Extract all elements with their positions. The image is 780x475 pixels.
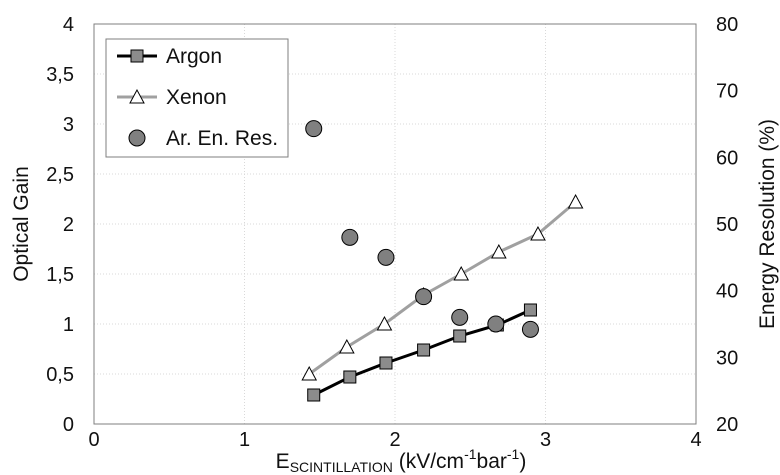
y-axis-right-title: Energy Resolution (%) — [756, 119, 779, 329]
data-point — [530, 225, 546, 241]
legend-item: Ar. En. Res. — [128, 127, 278, 150]
y-left-tick-label: 2 — [63, 214, 74, 236]
data-point — [307, 388, 321, 402]
y-left-tick-label: 0 — [63, 414, 74, 436]
series-xenon — [301, 193, 584, 381]
y-left-tick-label: 2,5 — [46, 164, 74, 186]
y-left-tick-label: 3 — [63, 114, 74, 136]
y-left-tick-label: 0,5 — [46, 364, 74, 386]
x-tick-label: 1 — [239, 429, 250, 451]
y-left-tick-label: 1 — [63, 314, 74, 336]
legend-marker — [130, 49, 144, 63]
x-tick-label: 4 — [690, 429, 701, 451]
x-axis-title: ESCINTILLATION (kV/cm-1bar-1) — [276, 446, 527, 475]
tick-labels: 0 0,5 1 1,5 2 2,5 3 3,5 4 20 30 40 50 60 70 80 0 1 2 3 4 — [46, 14, 738, 451]
y-right-tick-label: 40 — [716, 281, 738, 303]
data-point — [305, 120, 323, 138]
y-left-tick-label: 3,5 — [46, 64, 74, 86]
legend-label: Xenon — [166, 86, 227, 109]
data-point — [453, 265, 470, 281]
legend-items: Argon Xenon Ar. En. Res. — [117, 45, 278, 150]
x-tick-label: 2 — [389, 429, 400, 451]
data-point — [491, 243, 507, 259]
x-axis-title-sup-2: -1 — [507, 446, 520, 462]
legend-marker — [129, 88, 145, 104]
legend-marker — [128, 129, 146, 147]
series-layer — [301, 120, 584, 402]
y-right-tick-label: 70 — [716, 81, 738, 103]
y-left-tick-label: 1,5 — [46, 264, 74, 286]
x-axis-title-rest-3: ) — [519, 450, 526, 473]
y-right-tick-label: 30 — [716, 347, 738, 369]
legend-label: Argon — [166, 45, 222, 68]
x-axis-title-rest-2: bar — [477, 450, 507, 473]
legend-label: Ar. En. Res. — [166, 127, 278, 150]
data-point — [567, 193, 584, 209]
x-axis-title-rest-1: (kV/cm — [393, 450, 464, 473]
y-right-tick-label: 60 — [716, 147, 738, 169]
x-tick-label: 3 — [540, 429, 551, 451]
data-point — [451, 308, 469, 326]
series-ar-en-res- — [305, 120, 539, 338]
y-left-tick-label: 4 — [63, 14, 74, 36]
x-axis-title-sub: SCINTILLATION — [290, 459, 393, 475]
y-right-tick-label: 20 — [716, 414, 738, 436]
data-point — [339, 338, 355, 354]
data-point — [379, 356, 393, 370]
data-point — [377, 248, 395, 266]
data-point — [523, 303, 537, 317]
data-point — [343, 370, 357, 384]
x-axis-title-sup-1: -1 — [464, 446, 477, 462]
data-point — [301, 365, 318, 381]
x-axis-title-main: E — [276, 450, 290, 473]
legend: Argon Xenon Ar. En. Res. — [105, 38, 289, 158]
series-line — [308, 200, 577, 376]
data-point — [341, 228, 359, 246]
legend-item: Argon — [117, 45, 222, 68]
plot-frame — [93, 23, 697, 425]
data-point — [415, 288, 433, 306]
y-right-tick-label: 80 — [716, 14, 738, 36]
data-point — [521, 320, 539, 338]
data-point — [417, 343, 431, 357]
data-point — [487, 315, 505, 333]
data-point — [453, 329, 467, 343]
data-point — [376, 315, 393, 331]
y-axis-left-title: Optical Gain — [10, 166, 33, 282]
x-tick-label: 0 — [88, 429, 99, 451]
y-right-tick-label: 50 — [716, 214, 738, 236]
legend-item: Xenon — [117, 86, 227, 109]
